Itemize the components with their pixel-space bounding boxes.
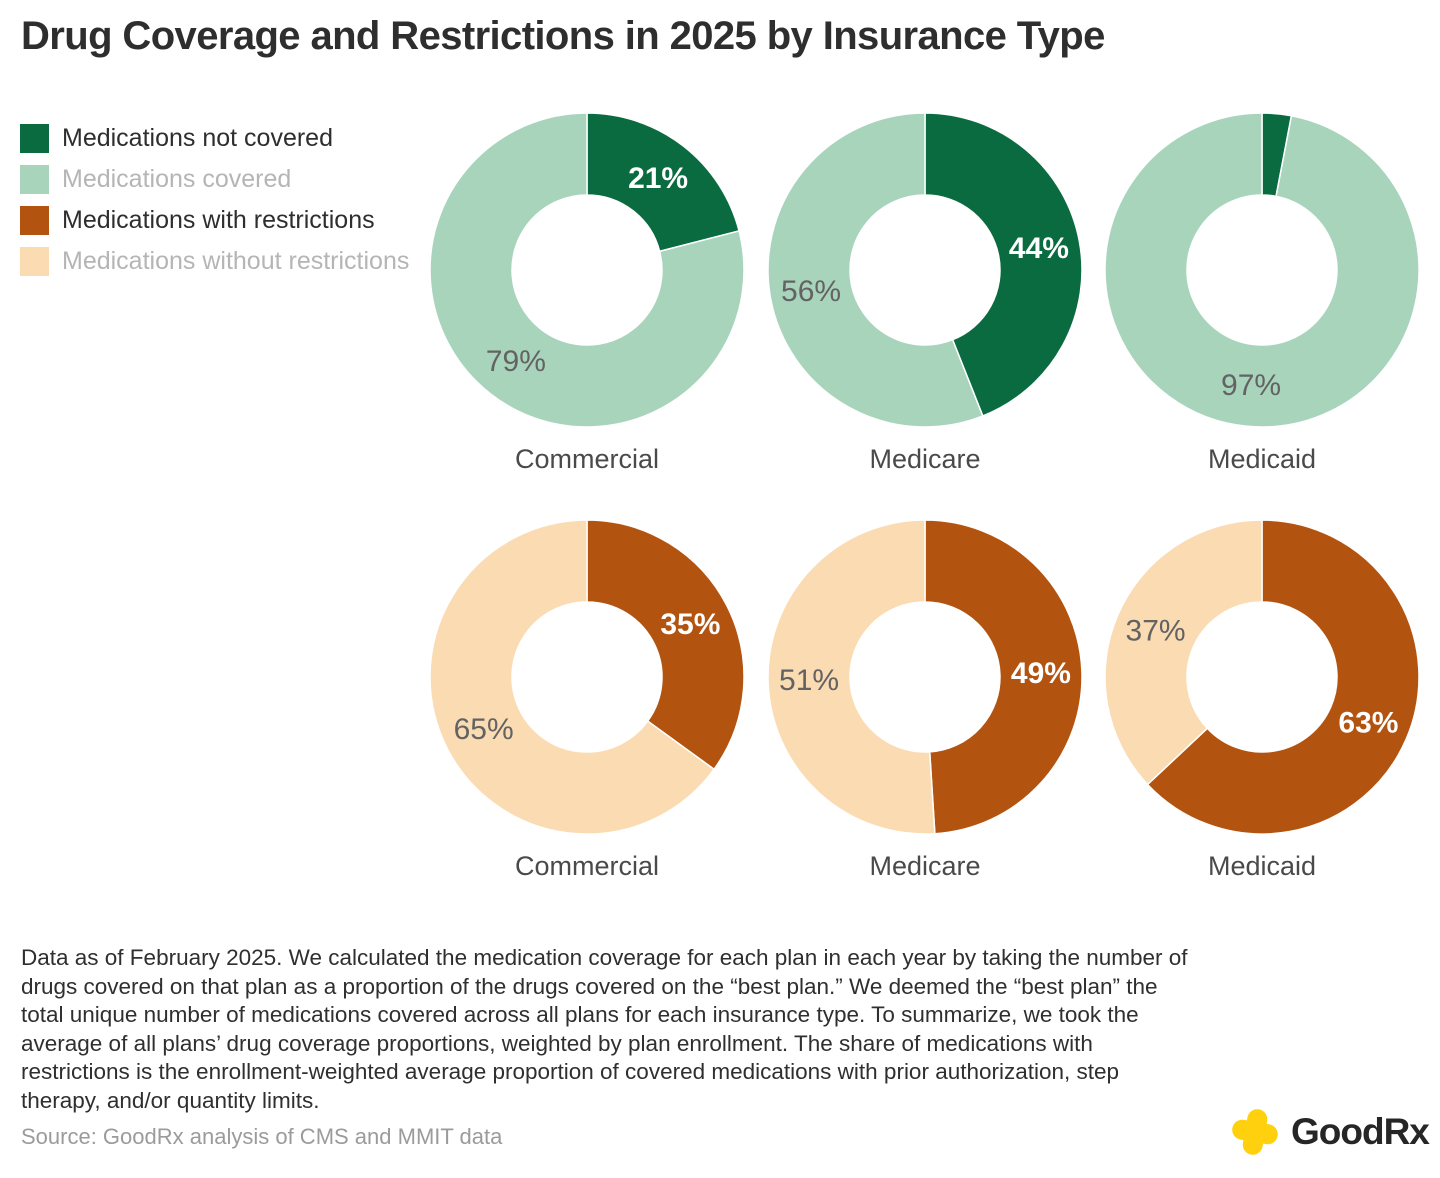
slice-percent-label: 56%: [781, 275, 841, 308]
legend-item-covered: Medications covered: [20, 165, 409, 194]
legend-item-without-restrictions: Medications without restrictions: [20, 247, 409, 276]
donut-chart: 21% 79%: [429, 112, 745, 428]
donut-category-label: Commercial: [514, 851, 660, 881]
donut-slice: [767, 112, 984, 428]
donut-slice: [924, 112, 1083, 417]
legend-label: Medications not covered: [62, 124, 333, 152]
donut-coverage-medicare: 44% 56% Medicare: [767, 112, 1083, 475]
legend-swatch-dark-orange: [20, 206, 49, 235]
donut-chart: 35% 65%: [429, 519, 745, 835]
donut-slice: [1104, 112, 1420, 428]
donut-restrictions-commercial: 35% 65% Commercial: [429, 519, 745, 882]
donut-coverage-commercial: 21% 79% Commercial: [429, 112, 745, 475]
donut-slice: [924, 519, 1083, 835]
slice-percent-label: 65%: [454, 713, 514, 746]
slice-percent-label: 97%: [1221, 369, 1281, 402]
legend-swatch-peach: [20, 247, 49, 276]
legend-label: Medications covered: [62, 165, 292, 193]
donut-restrictions-medicare: 49% 51% Medicare: [767, 519, 1083, 882]
donut-category-label: Medicare: [869, 851, 981, 881]
donut-slice: [767, 519, 936, 835]
donut-category-label: Medicaid: [1207, 444, 1317, 474]
donut-category-label: Commercial: [514, 444, 660, 474]
slice-percent-label: 63%: [1338, 707, 1398, 740]
legend-item-not-covered: Medications not covered: [20, 124, 409, 153]
slice-percent-label: 21%: [628, 162, 688, 195]
donut-slice: [429, 519, 716, 835]
goodrx-logo-text: GoodRx: [1291, 1111, 1430, 1152]
footnote-text: Data as of February 2025. We calculated …: [21, 945, 1188, 1113]
slice-percent-label: 35%: [660, 608, 720, 641]
donut-chart: 97%: [1104, 112, 1420, 428]
donut-category-label: Medicare: [869, 444, 981, 474]
donut-restrictions-medicaid: 63% 37% Medicaid: [1104, 519, 1420, 882]
donut-category-label: Medicaid: [1207, 851, 1317, 881]
donut-slice: [586, 519, 745, 771]
legend-item-with-restrictions: Medications with restrictions: [20, 206, 409, 235]
donut-slice: [1146, 519, 1420, 835]
legend-swatch-dark-green: [20, 124, 49, 153]
donut-coverage-medicaid: 97% Medicaid: [1104, 112, 1420, 475]
donut-slice: [1104, 519, 1263, 786]
legend: Medications not covered Medications cove…: [20, 124, 409, 288]
legend-swatch-light-green: [20, 165, 49, 194]
slice-percent-label: 44%: [1009, 232, 1069, 265]
slice-percent-label: 79%: [486, 345, 546, 378]
donut-slice: [586, 112, 740, 253]
donut-chart: 49% 51%: [767, 519, 1083, 835]
donut-chart: 44% 56%: [767, 112, 1083, 428]
legend-label: Medications without restrictions: [62, 247, 410, 275]
slice-percent-label: 51%: [779, 664, 839, 697]
donut-slice: [429, 112, 745, 428]
donut-chart: 63% 37%: [1104, 519, 1420, 835]
goodrx-logo: GoodRx: [1226, 1103, 1430, 1161]
page-title: Drug Coverage and Restrictions in 2025 b…: [21, 14, 1105, 58]
source-text: Source: GoodRx analysis of CMS and MMIT …: [21, 1124, 503, 1149]
slice-percent-label: 37%: [1126, 614, 1186, 647]
legend-label: Medications with restrictions: [62, 206, 375, 234]
goodrx-plus-icon: [1232, 1109, 1278, 1155]
slice-percent-label: 49%: [1011, 657, 1071, 690]
